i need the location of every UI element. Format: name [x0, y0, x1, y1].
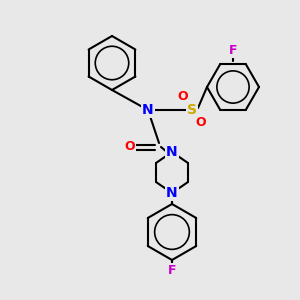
Text: O: O: [125, 140, 135, 154]
Text: O: O: [196, 116, 206, 130]
Text: N: N: [142, 103, 154, 117]
Text: N: N: [166, 186, 178, 200]
Text: S: S: [187, 103, 197, 117]
Text: F: F: [168, 263, 176, 277]
Text: N: N: [166, 145, 178, 159]
Text: F: F: [229, 44, 237, 58]
Text: O: O: [178, 91, 188, 103]
